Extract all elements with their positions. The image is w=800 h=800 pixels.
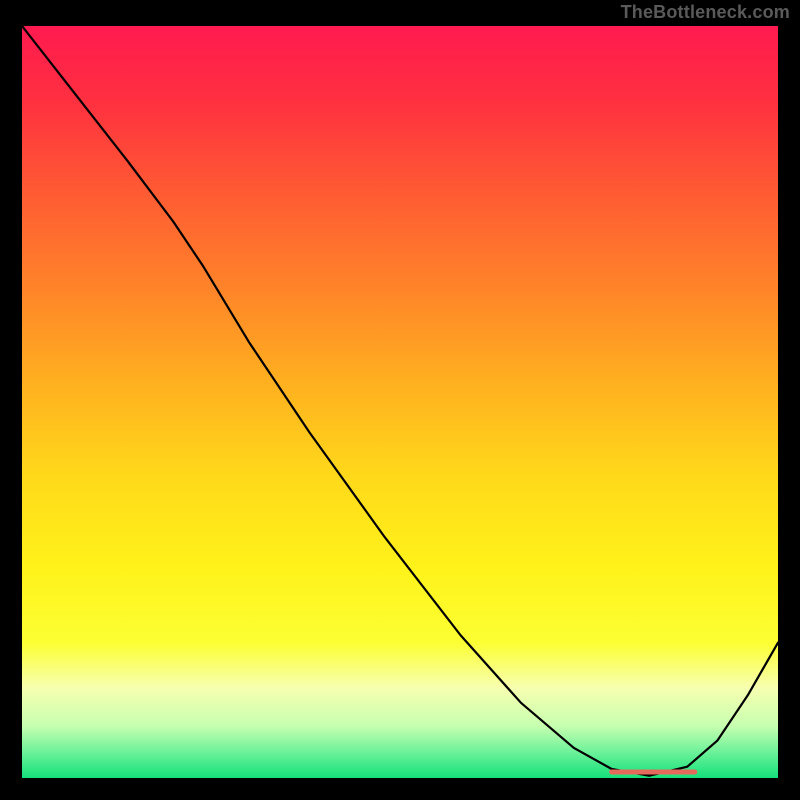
attribution-text: TheBottleneck.com (621, 2, 790, 23)
plot-area (22, 26, 778, 778)
gradient-background (22, 26, 778, 778)
chart-frame: TheBottleneck.com (0, 0, 800, 800)
plot-svg (22, 26, 778, 778)
